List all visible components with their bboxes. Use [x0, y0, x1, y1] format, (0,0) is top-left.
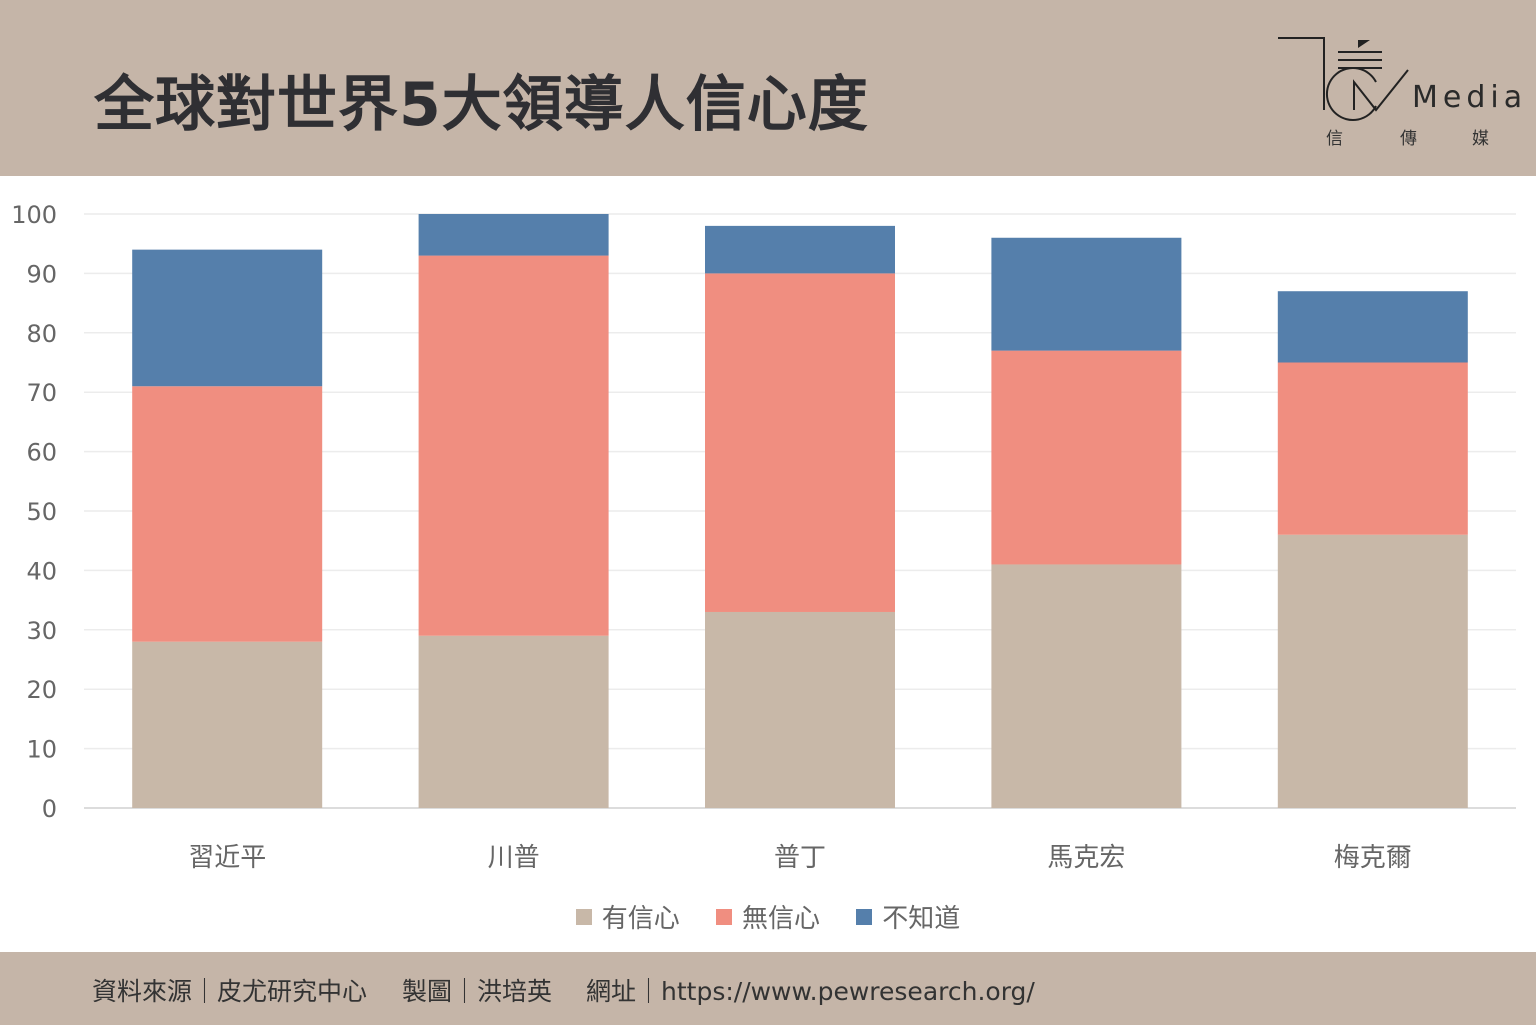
y-tick-label: 0 [42, 795, 57, 823]
footer: 資料來源｜皮尤研究中心 製圖｜洪培英 網址｜https://www.pewres… [0, 952, 1536, 1025]
bar-segment-不知道 [991, 237, 1182, 351]
x-tick-label: 梅克爾 [1334, 843, 1412, 873]
bar-segment-有信心 [418, 635, 609, 808]
y-tick-label: 10 [26, 736, 57, 764]
logo-word: Media [1412, 80, 1528, 115]
bar-segment-無信心 [705, 273, 895, 612]
x-tick-label: 川普 [488, 843, 540, 873]
bar-segment-不知道 [1277, 291, 1468, 363]
legend-item-confident: 有信心 [575, 898, 680, 935]
logo-sub-1: 信 [1326, 129, 1343, 149]
maker-text: 製圖｜洪培英 [402, 977, 553, 1006]
legend-item-no-confidence: 無信心 [715, 898, 820, 935]
x-tick-label: 馬克宏 [1047, 843, 1125, 873]
url-text[interactable]: 網址｜https://www.pewresearch.org/ [586, 977, 1035, 1006]
bar-segment-無信心 [132, 386, 323, 642]
y-tick-label: 50 [26, 498, 57, 526]
legend: 有信心 無信心 不知道 [0, 898, 1536, 935]
bar-segment-不知道 [418, 214, 609, 256]
legend-swatch [856, 908, 873, 925]
y-tick-label: 60 [26, 439, 57, 467]
bar-segment-無信心 [1277, 362, 1468, 535]
legend-label: 不知道 [882, 904, 961, 934]
logo-sub-3: 媒 [1472, 129, 1489, 149]
chart-title: 全球對世界5大領導人信心度 [94, 70, 869, 140]
logo-icon [1278, 37, 1409, 121]
bar-segment-不知道 [132, 249, 323, 387]
source-text: 資料來源｜皮尤研究中心 [92, 977, 368, 1006]
bar-segment-有信心 [1277, 534, 1468, 808]
bar-segment-不知道 [705, 225, 895, 274]
logo-sub-2: 傳 [1400, 129, 1417, 149]
y-tick-label: 90 [26, 260, 57, 288]
stacked-bar-chart: 0 10 20 30 40 50 60 70 80 90 100 習近平 川普 普丁 馬克宏 梅克爾 [11, 201, 1516, 873]
legend-swatch [575, 908, 592, 925]
legend-label: 無信心 [741, 904, 820, 934]
y-tick-label: 100 [11, 201, 57, 229]
x-tick-label: 普丁 [774, 843, 826, 873]
legend-label: 有信心 [601, 904, 680, 934]
bar-segment-無信心 [991, 350, 1182, 565]
header-banner: 全球對世界5大領導人信心度 Media 信 傳 媒 [0, 0, 1536, 176]
y-tick-label: 70 [26, 379, 57, 407]
y-tick-label: 20 [26, 676, 57, 704]
y-tick-label: 40 [26, 557, 57, 585]
legend-swatch [715, 908, 732, 925]
legend-item-dont-know: 不知道 [856, 898, 960, 935]
bar-segment-有信心 [705, 611, 895, 808]
bar-segment-有信心 [991, 564, 1182, 808]
y-tick-label: 80 [26, 320, 57, 348]
bar-segment-有信心 [132, 641, 323, 808]
y-tick-label: 30 [26, 617, 57, 645]
bar-segment-無信心 [418, 255, 609, 636]
x-tick-label: 習近平 [188, 843, 266, 873]
